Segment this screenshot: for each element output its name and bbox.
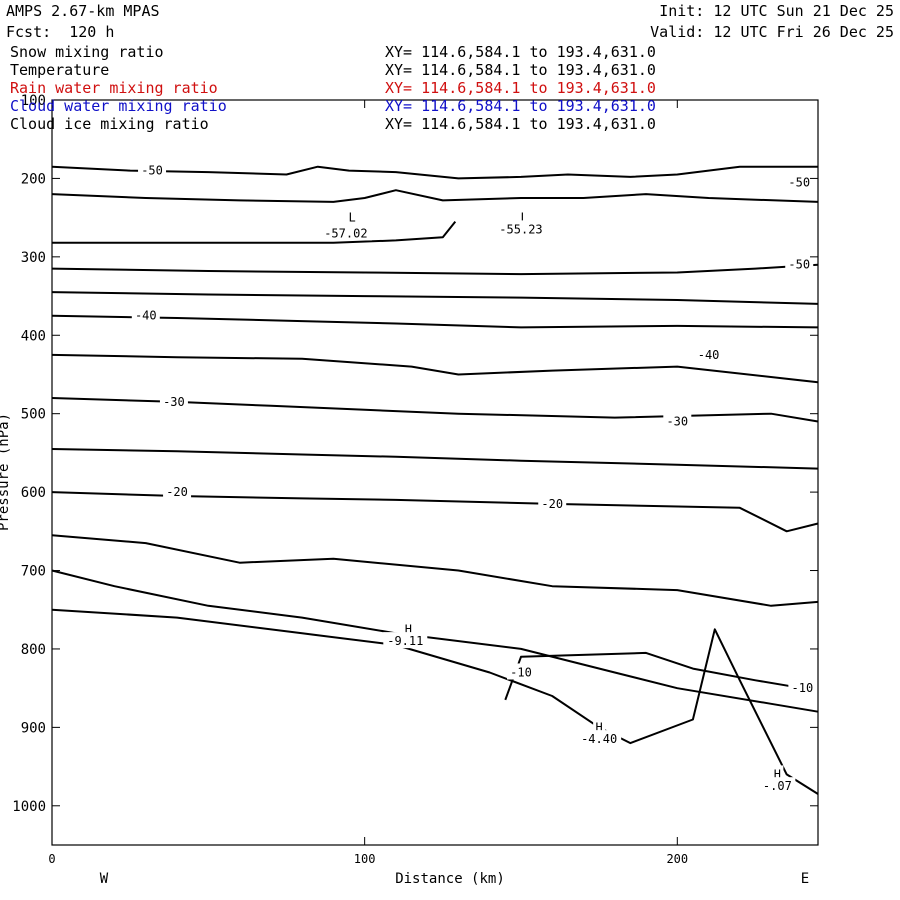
y-tick-label: 1000 <box>12 799 46 815</box>
contour-label: -40 <box>135 309 157 323</box>
contour-label: -9.11 <box>387 634 423 648</box>
temperature-contours <box>51 165 819 795</box>
contour-label: -30 <box>666 415 688 429</box>
contour-label: L <box>520 211 527 225</box>
x-tick-label: 200 <box>666 852 688 866</box>
contour-line <box>51 263 819 276</box>
x-axis-right-end: E <box>801 871 809 887</box>
label-mask <box>694 345 723 362</box>
contour-label: -40 <box>698 348 720 362</box>
label-mask <box>494 220 547 237</box>
label-mask <box>319 224 372 241</box>
field-name-rain: Rain water mixing ratio <box>10 79 218 97</box>
x-axis-left-end: W <box>100 871 109 887</box>
label-mask <box>506 663 535 680</box>
valid-time: Valid: 12 UTC Fri 26 Dec 25 <box>650 23 894 41</box>
field-xy-cloud-water: XY= 114.6,584.1 to 193.4,631.0 <box>385 97 656 115</box>
model-title: AMPS 2.67-km MPAS <box>6 2 160 20</box>
contour-line <box>51 491 819 533</box>
y-tick-label: 900 <box>21 720 46 736</box>
y-tick-label: 500 <box>21 407 46 423</box>
contour-label: -10 <box>792 681 814 695</box>
label-mask <box>383 632 428 649</box>
x-axis-label: Distance (km) <box>395 871 505 887</box>
contour-label: -57.02 <box>324 226 367 240</box>
contour-line <box>51 353 819 384</box>
field-name-snow: Snow mixing ratio <box>10 43 164 61</box>
label-mask <box>663 412 692 429</box>
contour-line <box>504 651 803 701</box>
contour-line <box>51 165 818 180</box>
contour-line <box>51 314 819 329</box>
y-axis: 100 200 300 400 500 600 700 800 900 1000 <box>12 93 818 815</box>
label-mask <box>346 208 359 225</box>
contour-label: -20 <box>541 497 563 511</box>
label-mask <box>163 483 192 500</box>
label-mask <box>538 494 567 511</box>
label-mask <box>788 679 817 696</box>
contour-line <box>51 189 819 203</box>
y-tick-label: 600 <box>21 485 46 501</box>
label-mask <box>138 161 167 178</box>
plot-frame <box>51 99 819 846</box>
y-tick-label: 800 <box>21 642 46 658</box>
y-tick-label: 300 <box>21 250 46 266</box>
contour-label: -4.40 <box>581 732 617 746</box>
contour-label: H <box>774 767 781 781</box>
field-name-cloud-ice: Cloud ice mixing ratio <box>10 115 209 133</box>
y-tick-label: 100 <box>21 93 46 109</box>
contour-label: -50 <box>788 258 810 272</box>
field-xy-rain: XY= 114.6,584.1 to 193.4,631.0 <box>385 79 656 97</box>
label-mask <box>785 173 814 190</box>
contour-label: -20 <box>166 485 188 499</box>
y-tick-label: 700 <box>21 564 46 580</box>
contour-label: -.07 <box>763 779 792 793</box>
contour-label: H <box>405 622 412 636</box>
label-mask <box>759 777 796 794</box>
y-tick-label: 400 <box>21 328 46 344</box>
label-mask <box>159 392 188 409</box>
x-tick-label: 0 <box>48 852 55 866</box>
field-xy-snow: XY= 114.6,584.1 to 193.4,631.0 <box>385 43 656 61</box>
contour-annotations: -50-50-50-40-40-30-30-20-20-10-10L-57.02… <box>131 161 817 794</box>
contour-label: -10 <box>510 665 532 679</box>
contour-line <box>51 534 819 607</box>
contour-label: -55.23 <box>499 222 542 236</box>
contour-line <box>51 397 819 423</box>
contour-label: -50 <box>788 175 810 189</box>
y-axis-label: Pressure (hPa) <box>0 413 12 531</box>
field-xy-temperature: XY= 114.6,584.1 to 193.4,631.0 <box>385 61 656 79</box>
field-name-temperature: Temperature <box>10 61 110 79</box>
contour-label: -50 <box>141 164 163 178</box>
contour-line <box>52 220 457 244</box>
label-mask <box>131 306 160 323</box>
field-name-cloud-water: Cloud water mixing ratio <box>10 97 227 115</box>
y-tick-label: 200 <box>21 171 46 187</box>
contour-line <box>51 448 819 470</box>
x-axis: 0 100 200 <box>48 100 688 866</box>
field-xy-cloud-ice: XY= 114.6,584.1 to 193.4,631.0 <box>385 115 656 133</box>
x-tick-label: 100 <box>354 852 376 866</box>
contour-label: L <box>349 211 356 225</box>
contour-label: H <box>596 720 603 734</box>
contour-label: -30 <box>163 395 185 409</box>
contour-line <box>51 291 819 305</box>
init-time: Init: 12 UTC Sun 21 Dec 25 <box>659 2 894 20</box>
contour-line <box>51 569 819 713</box>
label-mask <box>785 255 814 272</box>
forecast-hour: Fcst: 120 h <box>6 23 115 41</box>
label-mask <box>577 730 622 747</box>
